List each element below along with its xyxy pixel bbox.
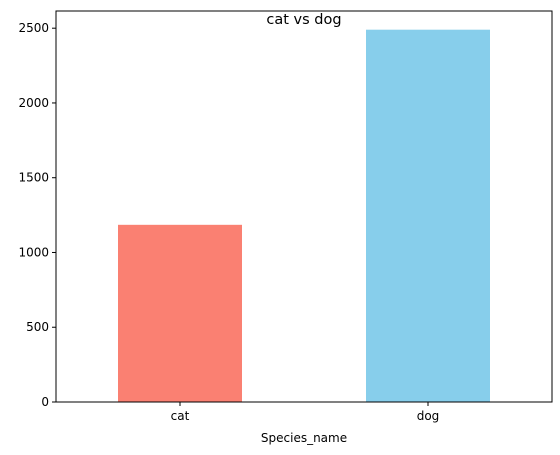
y-tick-label: 500	[26, 320, 49, 334]
plot-area: cat dog 0 500 1000 1500 2000 2500	[18, 21, 490, 423]
y-tick-label: 2000	[18, 96, 49, 110]
axes-frame	[55, 10, 553, 403]
y-tick-label: 2500	[18, 21, 49, 35]
y-tick-label: 0	[41, 395, 49, 409]
x-tick-label: cat	[171, 409, 190, 423]
x-tick-label: dog	[417, 409, 440, 423]
y-tick-label: 1500	[18, 171, 49, 185]
bar-dog	[366, 29, 490, 403]
y-tick-label: 1000	[18, 245, 49, 259]
x-axis-label: Species_name	[261, 431, 347, 445]
chart-title: cat vs dog	[266, 12, 341, 28]
bar-cat	[118, 224, 242, 402]
